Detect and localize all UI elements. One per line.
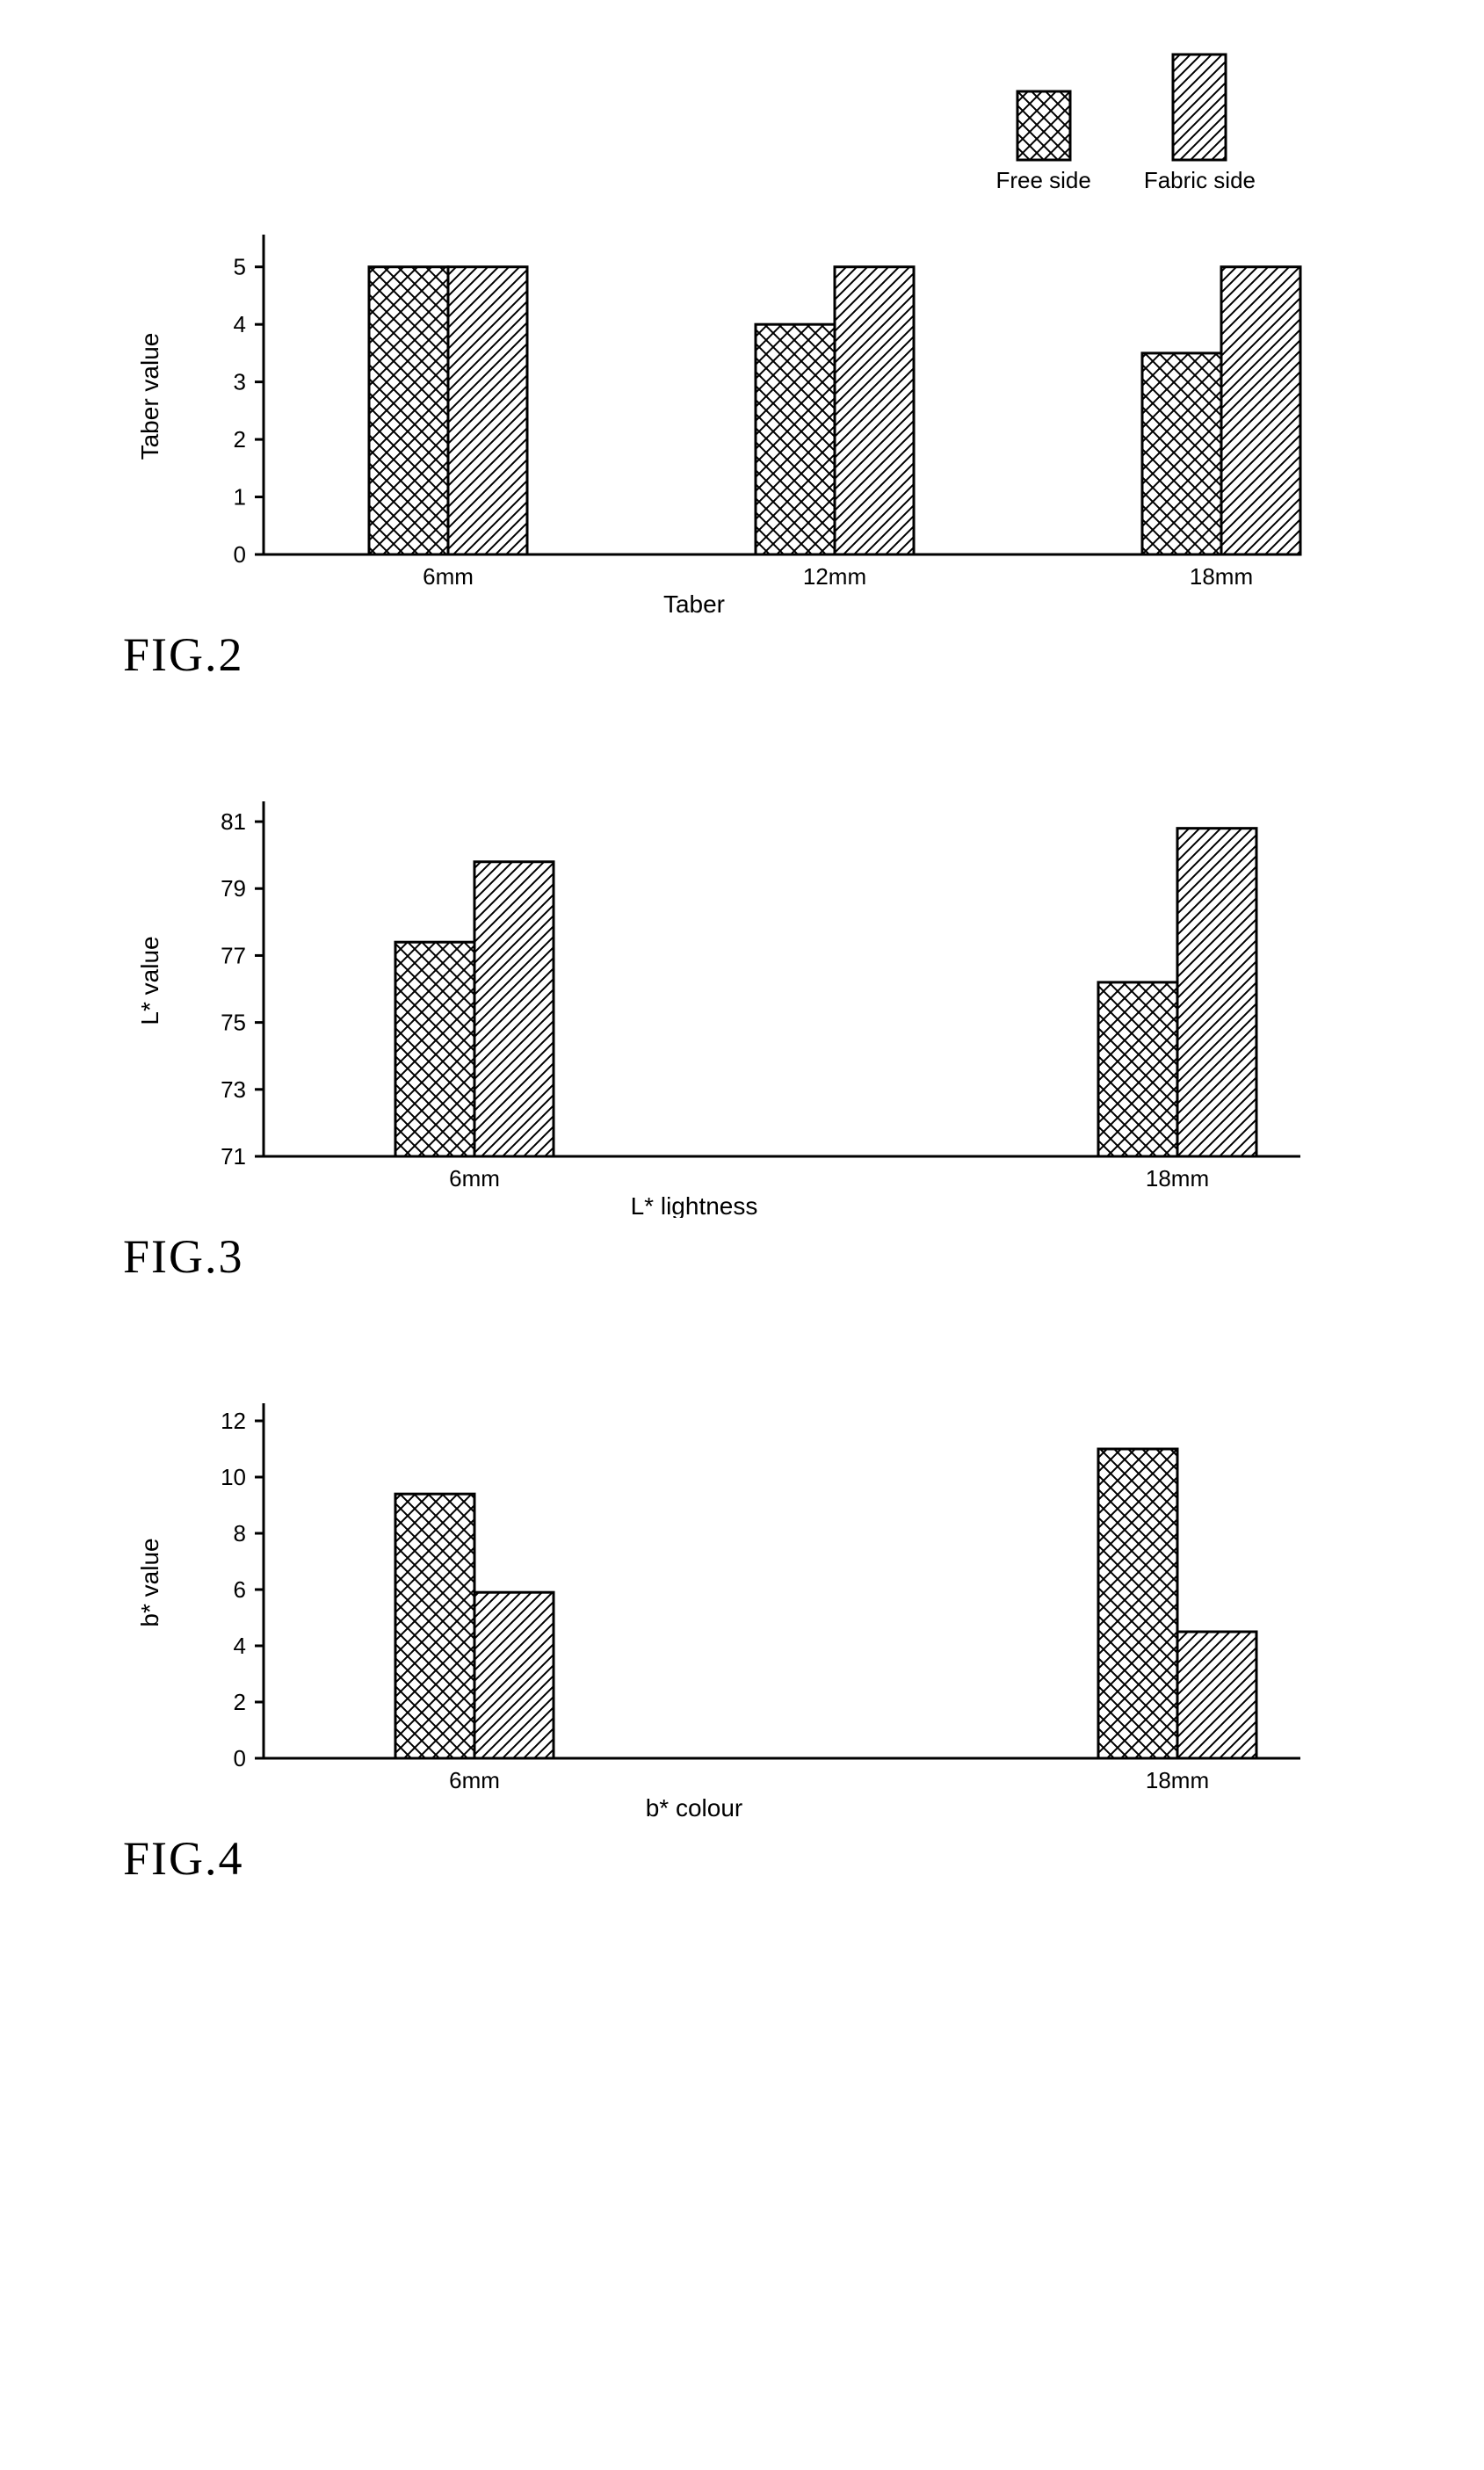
fig3-chart: 71 73 75 77 79 81 6mm 18mm L* value L* lightness — [70, 787, 1336, 1218]
bar — [369, 267, 448, 554]
y-tick-label: 0 — [234, 541, 246, 568]
bar — [1098, 982, 1177, 1156]
figure-label: FIG.3 — [123, 1229, 1414, 1284]
y-tick-label: 81 — [221, 808, 246, 835]
legend-label: Free side — [995, 167, 1090, 194]
y-tick-label: 10 — [221, 1464, 246, 1490]
y-tick-label: 0 — [234, 1745, 246, 1771]
chart-svg-wrap: 71 73 75 77 79 81 6mm 18mm L* value L* lightness — [70, 787, 1414, 1222]
legend-item: Fabric side — [1144, 53, 1256, 194]
x-tick-label: 6mm — [449, 1165, 500, 1192]
fig3-block: 71 73 75 77 79 81 6mm 18mm L* value L* lightness F… — [70, 787, 1414, 1284]
fig4-chart: 0 2 4 6 8 10 12 6mm 18mm b* value b* colour — [70, 1389, 1336, 1820]
legend-item: Free side — [995, 90, 1090, 194]
x-axis-label: L* lightness — [631, 1192, 758, 1218]
y-tick-label: 73 — [221, 1076, 246, 1103]
y-tick-label: 71 — [221, 1143, 246, 1170]
x-axis-label: b* colour — [646, 1794, 743, 1820]
bar — [756, 324, 835, 554]
chart-svg-wrap: 0 1 2 3 4 5 6mm 12mm 18mm Taber value Taber — [70, 221, 1414, 620]
fig2-chart: 0 1 2 3 4 5 6mm 12mm 18mm Taber value Taber — [70, 221, 1336, 616]
bar — [395, 942, 474, 1156]
bar — [1142, 353, 1221, 554]
x-tick-label: 6mm — [449, 1767, 500, 1793]
y-tick-label: 2 — [234, 426, 246, 453]
y-axis-label: Taber value — [136, 333, 163, 460]
x-tick-label: 6mm — [423, 563, 474, 590]
x-tick-label: 12mm — [803, 563, 866, 590]
bar — [1177, 1632, 1256, 1758]
figure-label: FIG.2 — [123, 627, 1414, 682]
bar — [395, 1494, 474, 1758]
y-tick-label: 5 — [234, 254, 246, 280]
y-tick-label: 12 — [221, 1408, 246, 1434]
y-tick-label: 4 — [234, 311, 246, 337]
x-axis-label: Taber — [663, 590, 725, 616]
charts-container: 0123456mm12mm18mmTaber valueTaberFIG.271… — [70, 221, 1414, 1886]
chart-svg-wrap: 0 2 4 6 8 10 12 6mm 18mm b* value b* colour — [70, 1389, 1414, 1824]
y-tick-label: 79 — [221, 875, 246, 902]
bar — [835, 267, 914, 554]
legend-swatch-icon — [1171, 53, 1227, 162]
bar — [1221, 267, 1300, 554]
y-tick-label: 8 — [234, 1520, 246, 1546]
y-axis-label: L* value — [136, 936, 163, 1025]
legend-label: Fabric side — [1144, 167, 1256, 194]
bar — [1177, 829, 1256, 1156]
x-tick-label: 18mm — [1190, 563, 1253, 590]
bar — [474, 862, 554, 1156]
y-tick-label: 3 — [234, 369, 246, 395]
fig2-block: 0 1 2 3 4 5 6mm 12mm 18mm Taber value Taber FIG.2 — [70, 221, 1414, 682]
legend-swatch-icon — [1016, 90, 1072, 162]
y-tick-label: 75 — [221, 1010, 246, 1036]
fig4-block: 0 2 4 6 8 10 12 6mm 18mm b* value b* colour FIG.4 — [70, 1389, 1414, 1886]
x-tick-label: 18mm — [1146, 1767, 1209, 1793]
bar — [1098, 1449, 1177, 1758]
legend: Free side Fabric side — [70, 53, 1414, 194]
y-tick-label: 2 — [234, 1689, 246, 1715]
y-tick-label: 77 — [221, 942, 246, 968]
x-tick-label: 18mm — [1146, 1165, 1209, 1192]
bar — [474, 1592, 554, 1758]
y-tick-label: 6 — [234, 1576, 246, 1603]
bar — [448, 267, 527, 554]
y-tick-label: 4 — [234, 1633, 246, 1659]
y-tick-label: 1 — [234, 484, 246, 511]
figure-label: FIG.4 — [123, 1831, 1414, 1886]
y-axis-label: b* value — [136, 1538, 163, 1626]
